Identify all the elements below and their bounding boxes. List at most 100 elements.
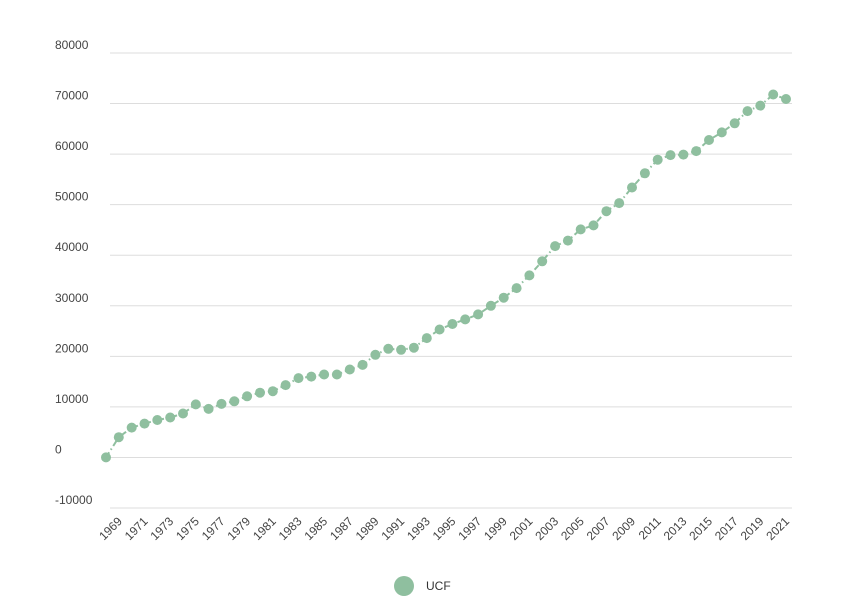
y-tick-label: 10000: [55, 392, 89, 406]
data-point: [229, 396, 240, 407]
x-axis: 1969197119731975197719791981198319851987…: [96, 514, 792, 543]
data-point: [755, 100, 766, 111]
y-tick-label: 30000: [55, 291, 89, 305]
data-point: [139, 418, 150, 429]
series-line-ucf: [105, 93, 787, 458]
data-point: [178, 408, 188, 419]
data-point: [421, 333, 432, 344]
data-point: [165, 412, 176, 423]
data-point: [101, 452, 111, 463]
data-point: [113, 432, 124, 443]
data-point: [575, 224, 586, 235]
x-tick-label: 1987: [327, 514, 356, 543]
data-point: [293, 373, 304, 384]
x-tick-label: 2019: [738, 514, 767, 543]
data-point: [242, 391, 253, 402]
x-tick-label: 1969: [96, 514, 125, 543]
x-tick-label: 1989: [353, 514, 382, 543]
x-tick-label: 2005: [558, 514, 587, 543]
x-tick-label: 2015: [686, 514, 715, 543]
data-point: [665, 150, 676, 161]
y-axis: 80000 70000 60000 50000 40000 30000 20000 10000…: [55, 38, 93, 507]
x-tick-label: 1971: [122, 514, 151, 543]
x-tick-label: 2017: [712, 514, 741, 543]
data-point: [742, 106, 753, 117]
data-point: [524, 270, 535, 281]
x-tick-label: 1993: [404, 514, 433, 543]
y-tick-label: 70000: [55, 89, 89, 103]
data-point: [601, 206, 612, 217]
x-tick-label: 2003: [532, 514, 561, 543]
x-tick-label: 1991: [378, 514, 407, 543]
data-point: [473, 309, 484, 320]
data-point: [447, 319, 458, 329]
data-point: [126, 422, 137, 433]
data-point: [716, 127, 727, 138]
y-tick-label: 40000: [55, 240, 89, 254]
data-point: [344, 364, 355, 375]
y-tick-label: 60000: [55, 139, 89, 153]
data-point: [768, 89, 779, 100]
data-point: [190, 399, 201, 410]
x-tick-label: 1999: [481, 514, 510, 543]
data-point: [152, 415, 163, 425]
y-tick-label: -10000: [55, 493, 93, 507]
data-point: [357, 359, 368, 370]
grid-lines: [110, 52, 792, 509]
data-point: [331, 369, 342, 380]
data-point: [255, 387, 265, 398]
data-point: [678, 149, 689, 160]
data-point: [729, 118, 740, 129]
data-point: [216, 398, 227, 409]
data-point: [319, 369, 330, 380]
y-tick-label: 20000: [55, 341, 89, 355]
legend: UCF: [394, 576, 451, 596]
data-point: [280, 380, 291, 391]
x-tick-label: 1983: [276, 514, 305, 543]
legend-label-ucf: UCF: [426, 579, 451, 593]
data-point: [614, 198, 625, 209]
data-point: [652, 154, 663, 165]
y-tick-label: 0: [55, 442, 62, 456]
x-tick-label: 2021: [763, 514, 792, 543]
x-tick-label: 1977: [199, 514, 228, 543]
data-point: [434, 324, 445, 335]
data-point: [370, 349, 381, 360]
data-point: [396, 344, 407, 355]
x-tick-label: 2011: [636, 514, 664, 542]
data-point: [267, 386, 278, 397]
data-point: [498, 292, 509, 303]
data-point: [588, 220, 599, 231]
x-tick-label: 1979: [224, 514, 253, 543]
x-tick-label: 1975: [173, 514, 202, 543]
data-point: [562, 235, 573, 246]
x-tick-label: 1997: [455, 514, 484, 543]
x-tick-label: 1973: [147, 514, 176, 543]
data-point: [511, 283, 522, 294]
x-tick-label: 2013: [661, 514, 690, 543]
x-tick-label: 1985: [301, 514, 330, 543]
legend-marker-ucf: [394, 576, 414, 596]
data-point: [704, 135, 714, 145]
x-tick-label: 1981: [250, 514, 279, 543]
data-point: [408, 342, 419, 353]
data-point: [639, 168, 650, 179]
series-layer: [101, 89, 791, 463]
data-point: [460, 314, 471, 325]
x-tick-label: 2001: [507, 514, 536, 543]
x-tick-label: 2009: [609, 514, 638, 543]
x-tick-label: 2007: [584, 514, 613, 543]
y-tick-label: 50000: [55, 190, 89, 204]
data-point: [383, 343, 394, 354]
data-point: [550, 241, 561, 252]
x-tick-label: 1995: [430, 514, 459, 543]
data-point: [627, 182, 637, 193]
data-point: [203, 403, 214, 414]
data-point: [306, 371, 317, 382]
data-point: [691, 146, 702, 157]
data-point: [485, 300, 496, 311]
data-point: [781, 94, 791, 104]
y-tick-label: 80000: [55, 38, 89, 52]
data-point: [537, 256, 548, 267]
